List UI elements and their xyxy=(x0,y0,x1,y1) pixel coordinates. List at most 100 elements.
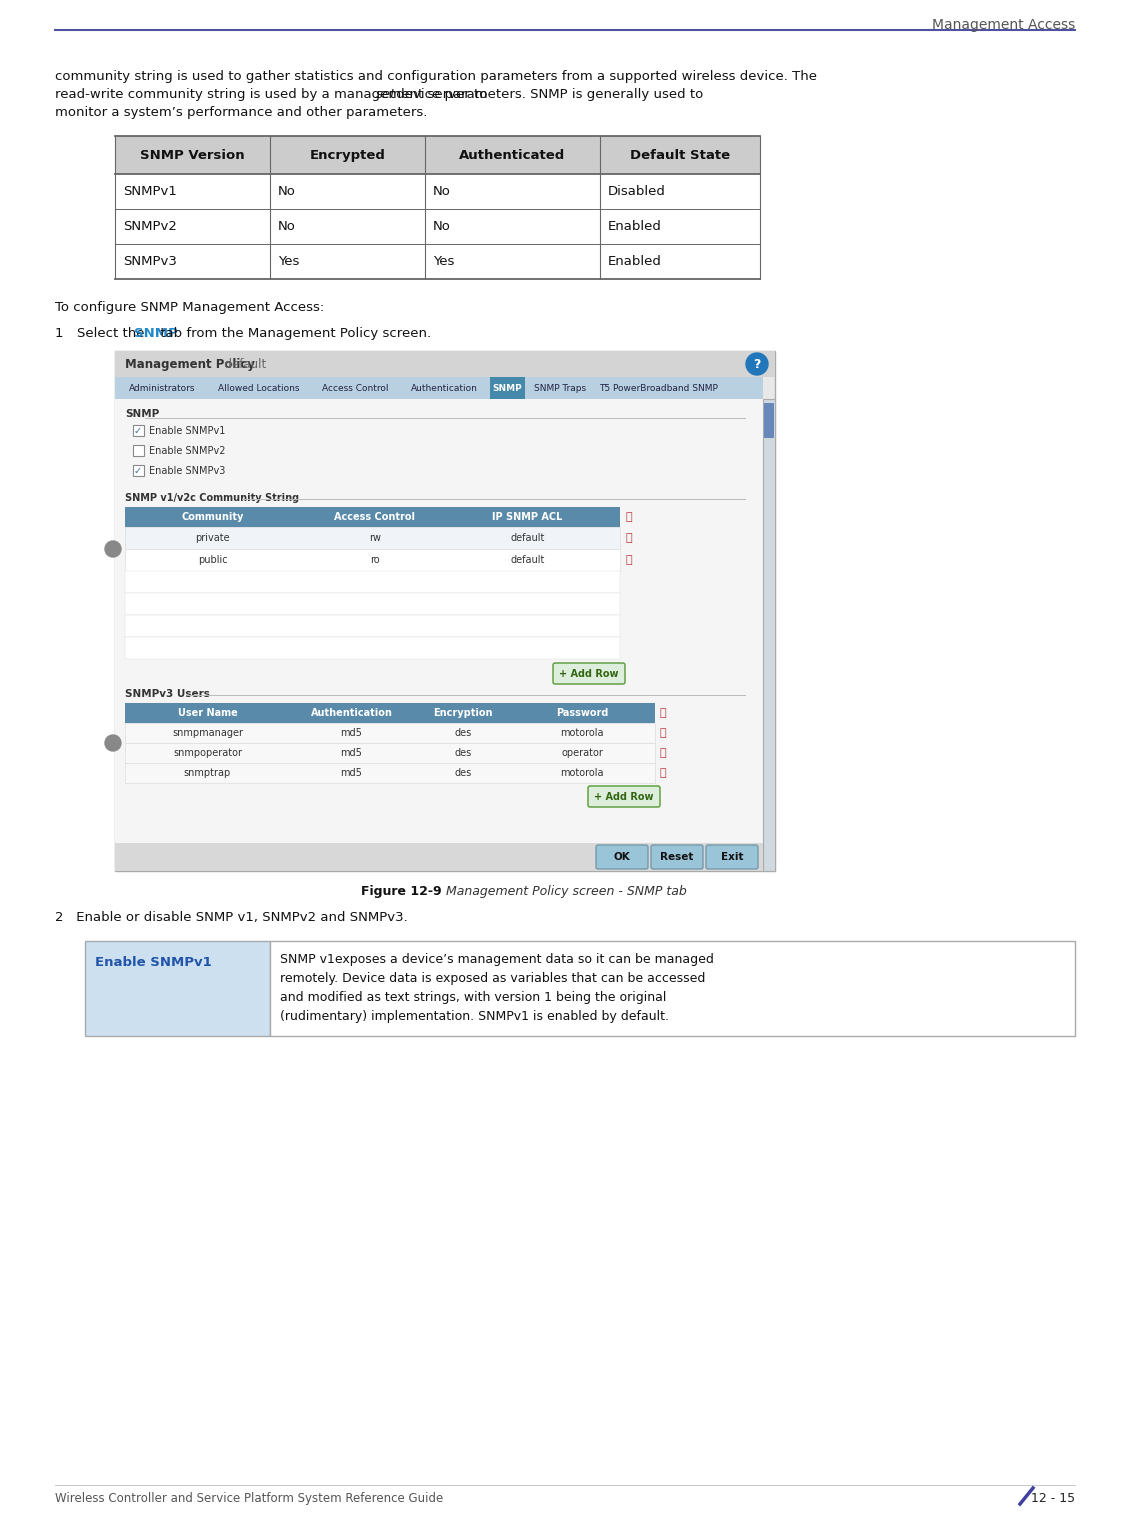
Text: snmptrap: snmptrap xyxy=(183,768,231,778)
Text: md5: md5 xyxy=(341,728,362,737)
Bar xyxy=(115,174,761,209)
Text: 🗑: 🗑 xyxy=(626,513,631,522)
Text: Wireless Controller and Service Platform System Reference Guide: Wireless Controller and Service Platform… xyxy=(55,1493,443,1505)
Bar xyxy=(763,399,775,871)
Text: Reset: Reset xyxy=(660,853,694,862)
Text: No: No xyxy=(433,185,451,199)
Text: SNMPv3: SNMPv3 xyxy=(123,255,177,269)
Text: T5 PowerBroadband SNMP: T5 PowerBroadband SNMP xyxy=(600,384,718,393)
Text: Enabled: Enabled xyxy=(608,220,661,234)
Text: Enable SNMPv2: Enable SNMPv2 xyxy=(148,446,225,455)
FancyBboxPatch shape xyxy=(706,845,758,869)
Text: Figure 12-9: Figure 12-9 xyxy=(361,884,442,898)
Text: rw: rw xyxy=(369,532,381,543)
Text: SNMP v1/v2c Community String: SNMP v1/v2c Community String xyxy=(125,493,299,504)
Text: Allowed Locations: Allowed Locations xyxy=(218,384,299,393)
Circle shape xyxy=(105,542,122,557)
Text: + Add Row: + Add Row xyxy=(594,792,654,801)
Bar xyxy=(115,378,763,399)
Text: 1: 1 xyxy=(55,328,63,340)
Text: SNMP: SNMP xyxy=(125,410,160,419)
Text: 🗑: 🗑 xyxy=(660,728,667,737)
Text: Authenticated: Authenticated xyxy=(459,149,566,161)
Text: SNMP: SNMP xyxy=(493,384,522,393)
Text: SNMPv3 Users: SNMPv3 Users xyxy=(125,689,210,699)
Text: Authentication: Authentication xyxy=(411,384,478,393)
Text: 🗑: 🗑 xyxy=(660,748,667,758)
Text: OK: OK xyxy=(613,853,630,862)
Text: ?: ? xyxy=(754,358,760,370)
Text: No: No xyxy=(278,220,296,234)
Text: Select the: Select the xyxy=(76,328,148,340)
Text: 🗑: 🗑 xyxy=(626,555,631,564)
Bar xyxy=(125,570,620,593)
Text: SNMP v1exposes a device’s management data so it can be managed: SNMP v1exposes a device’s management dat… xyxy=(280,953,714,966)
FancyBboxPatch shape xyxy=(596,845,648,869)
Text: To configure SNMP Management Access:: To configure SNMP Management Access: xyxy=(55,300,324,314)
Bar xyxy=(115,843,763,871)
Text: default: default xyxy=(217,358,266,370)
Text: Enabled: Enabled xyxy=(608,255,661,269)
Text: des: des xyxy=(455,748,471,758)
Text: 12 - 15: 12 - 15 xyxy=(1030,1493,1076,1505)
Text: No: No xyxy=(278,185,296,199)
Text: read-write community string is used by a management server to: read-write community string is used by a… xyxy=(55,88,492,102)
Text: motorola: motorola xyxy=(560,768,604,778)
FancyBboxPatch shape xyxy=(651,845,703,869)
Bar xyxy=(764,404,774,438)
Text: Default State: Default State xyxy=(630,149,730,161)
Text: Enable SNMPv3: Enable SNMPv3 xyxy=(148,466,225,475)
Text: (rudimentary) implementation. SNMPv1 is enabled by default.: (rudimentary) implementation. SNMPv1 is … xyxy=(280,1010,669,1022)
Text: Management Policy screen - SNMP tab: Management Policy screen - SNMP tab xyxy=(442,884,686,898)
Text: motorola: motorola xyxy=(560,728,604,737)
Text: 2   Enable or disable SNMP v1, SNMPv2 and SNMPv3.: 2 Enable or disable SNMP v1, SNMPv2 and … xyxy=(55,912,407,924)
Bar xyxy=(86,941,270,1036)
Text: Enable SNMPv1: Enable SNMPv1 xyxy=(148,425,225,435)
Bar xyxy=(115,209,761,244)
Text: operator: operator xyxy=(561,748,603,758)
Text: Management Policy: Management Policy xyxy=(125,358,255,370)
FancyBboxPatch shape xyxy=(554,663,626,684)
Text: and modified as text strings, with version 1 being the original: and modified as text strings, with versi… xyxy=(280,991,666,1004)
Text: SNMP Version: SNMP Version xyxy=(141,149,245,161)
Text: ✓: ✓ xyxy=(134,425,142,435)
Bar xyxy=(133,466,144,476)
Bar xyxy=(115,399,763,871)
Text: + Add Row: + Add Row xyxy=(559,669,619,678)
Text: User Name: User Name xyxy=(178,708,237,718)
Bar xyxy=(125,549,620,570)
Bar xyxy=(115,137,761,174)
Bar xyxy=(115,350,775,378)
Bar xyxy=(125,743,655,763)
Text: des: des xyxy=(455,768,471,778)
Text: Enable SNMPv1: Enable SNMPv1 xyxy=(94,956,212,969)
Bar xyxy=(125,724,655,743)
Text: Authentication: Authentication xyxy=(310,708,393,718)
Bar xyxy=(125,702,655,724)
Text: Password: Password xyxy=(556,708,609,718)
Bar xyxy=(125,507,620,526)
Text: Community: Community xyxy=(181,513,244,522)
Text: Access Control: Access Control xyxy=(334,513,415,522)
Text: default: default xyxy=(511,532,544,543)
Text: No: No xyxy=(433,220,451,234)
Bar xyxy=(270,941,1076,1036)
Text: remotely. Device data is exposed as variables that can be accessed: remotely. Device data is exposed as vari… xyxy=(280,972,705,985)
Text: IP SNMP ACL: IP SNMP ACL xyxy=(493,513,562,522)
Text: monitor a system’s performance and other parameters.: monitor a system’s performance and other… xyxy=(55,106,428,118)
Text: SNMP Traps: SNMP Traps xyxy=(533,384,586,393)
Circle shape xyxy=(746,353,768,375)
Text: snmpoperator: snmpoperator xyxy=(173,748,242,758)
FancyBboxPatch shape xyxy=(588,786,660,807)
Bar xyxy=(133,444,144,457)
Text: SNMPv2: SNMPv2 xyxy=(123,220,177,234)
Text: private: private xyxy=(196,532,230,543)
Text: des: des xyxy=(455,728,471,737)
Text: Access Control: Access Control xyxy=(323,384,389,393)
Text: snmpmanager: snmpmanager xyxy=(172,728,243,737)
Bar xyxy=(125,593,620,614)
Text: Encryption: Encryption xyxy=(433,708,493,718)
Text: default: default xyxy=(511,555,544,564)
Text: device parameters. SNMP is generally used to: device parameters. SNMP is generally use… xyxy=(392,88,703,102)
Text: SNMPv1: SNMPv1 xyxy=(123,185,177,199)
